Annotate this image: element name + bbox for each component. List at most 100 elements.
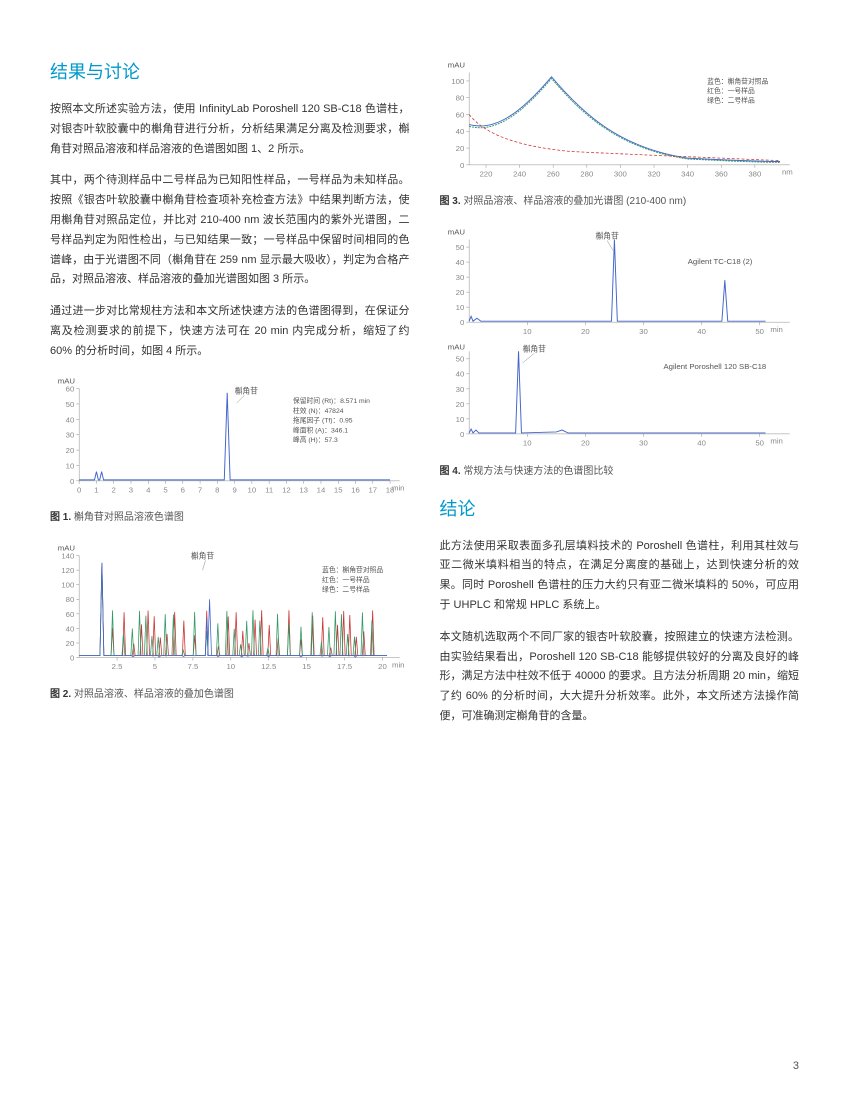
svg-text:0: 0 — [77, 485, 82, 494]
svg-text:15: 15 — [302, 662, 311, 671]
svg-text:20: 20 — [66, 639, 75, 648]
conclusion-p2: 本文随机选取两个不同厂家的银杏叶软胶囊，按照建立的快速方法检测。由实验结果看出，… — [440, 628, 800, 727]
figure-2: mAU 020406080100120140 2.557.51012.51517… — [50, 541, 410, 677]
svg-text:40: 40 — [455, 127, 464, 136]
svg-text:7: 7 — [198, 485, 202, 494]
results-heading: 结果与讨论 — [50, 58, 410, 84]
results-p1: 按照本文所述实验方法，使用 InfinityLab Poroshell 120 … — [50, 100, 410, 159]
svg-text:0: 0 — [459, 161, 464, 170]
svg-text:340: 340 — [681, 170, 695, 179]
svg-text:100: 100 — [61, 580, 75, 589]
svg-text:4: 4 — [146, 485, 151, 494]
svg-text:40: 40 — [455, 370, 464, 379]
conclusion-heading: 结论 — [440, 495, 800, 521]
svg-text:红色：一号样品: 红色：一号样品 — [707, 86, 755, 95]
svg-text:保留时间 (Rt)：8.571 min: 保留时间 (Rt)：8.571 min — [293, 396, 370, 405]
fig4a-x-unit: min — [770, 325, 783, 334]
svg-text:60: 60 — [66, 610, 75, 619]
results-p3: 通过进一步对比常规柱方法和本文所述快速方法的色谱图得到，在保证分离及检测要求的前… — [50, 302, 410, 361]
svg-text:0: 0 — [70, 653, 75, 662]
svg-text:140: 140 — [61, 551, 75, 560]
svg-text:17.5: 17.5 — [337, 662, 352, 671]
svg-text:50: 50 — [755, 439, 764, 448]
svg-text:50: 50 — [455, 243, 464, 252]
svg-text:0: 0 — [459, 318, 464, 327]
fig4-y-unit-1: mAU — [447, 228, 465, 237]
results-p2: 其中，两个待测样品中二号样品为已知阳性样品，一号样品为未知样品。按照《银杏叶软胶… — [50, 171, 410, 290]
svg-text:40: 40 — [697, 327, 706, 336]
fig4b-panel-label: Agilent Poroshell 120 SB-C18 — [663, 362, 766, 371]
svg-text:10: 10 — [248, 485, 257, 494]
svg-text:绿色：二号样品: 绿色：二号样品 — [707, 96, 755, 105]
figure-2-caption: 图 2. 对照品溶液、样品溶液的叠加色谱图 — [50, 685, 410, 700]
svg-text:120: 120 — [61, 566, 75, 575]
svg-text:绿色：二号样品: 绿色：二号样品 — [322, 584, 370, 593]
figure-1-caption: 图 1. 槲角苷对照品溶液色谱图 — [50, 508, 410, 523]
svg-text:80: 80 — [455, 94, 464, 103]
fig3-legend: 蓝色：槲角苷对照品红色：一号样品绿色：二号样品 — [707, 76, 768, 104]
svg-text:15: 15 — [334, 485, 343, 494]
svg-text:1: 1 — [94, 485, 98, 494]
svg-text:10: 10 — [522, 439, 531, 448]
fig4b-x-unit: min — [770, 437, 783, 446]
svg-text:柱效 (N)：47824: 柱效 (N)：47824 — [293, 405, 344, 414]
fig4b-peak-label: 槲角苷 — [522, 344, 546, 354]
svg-text:3: 3 — [129, 485, 133, 494]
svg-text:5: 5 — [153, 662, 157, 671]
svg-text:17: 17 — [368, 485, 377, 494]
fig4a-peak-label: 槲角苷 — [595, 231, 619, 241]
svg-text:40: 40 — [697, 439, 706, 448]
svg-text:20: 20 — [455, 144, 464, 153]
svg-text:20: 20 — [581, 327, 590, 336]
svg-text:10: 10 — [455, 415, 464, 424]
fig2-x-unit: min — [392, 660, 405, 669]
svg-text:300: 300 — [613, 170, 627, 179]
fig1-peak-label: 槲角苷 — [235, 385, 259, 395]
svg-text:360: 360 — [714, 170, 728, 179]
svg-text:100: 100 — [451, 77, 465, 86]
svg-text:240: 240 — [513, 170, 527, 179]
svg-text:峰高 (H)：57.3: 峰高 (H)：57.3 — [293, 435, 338, 444]
svg-text:拖尾因子 (Tf)：0.95: 拖尾因子 (Tf)：0.95 — [293, 415, 353, 424]
svg-text:20: 20 — [455, 400, 464, 409]
page-number: 3 — [793, 1060, 799, 1072]
fig3-x-unit: nm — [781, 168, 792, 177]
figure-3-caption: 图 3. 对照品溶液、样品溶液的叠加光谱图 (210-400 nm) — [440, 192, 800, 207]
fig4-y-unit-2: mAU — [447, 343, 465, 352]
svg-text:10: 10 — [522, 327, 531, 336]
svg-text:50: 50 — [66, 399, 75, 408]
svg-text:蓝色：槲角苷对照品: 蓝色：槲角苷对照品 — [322, 565, 383, 574]
svg-text:20: 20 — [581, 439, 590, 448]
svg-text:80: 80 — [66, 595, 75, 604]
fig1-annotation: 保留时间 (Rt)：8.571 min柱效 (N)：47824拖尾因子 (Tf)… — [293, 396, 370, 444]
svg-text:10: 10 — [226, 662, 235, 671]
svg-text:2: 2 — [112, 485, 116, 494]
svg-text:40: 40 — [66, 624, 75, 633]
svg-text:20: 20 — [66, 446, 75, 455]
svg-text:60: 60 — [455, 110, 464, 119]
svg-text:50: 50 — [755, 327, 764, 336]
svg-text:220: 220 — [479, 170, 493, 179]
svg-text:9: 9 — [232, 485, 236, 494]
svg-text:30: 30 — [639, 327, 648, 336]
figure-1: mAU 0102030405060 0123456789101112131415… — [50, 374, 410, 500]
svg-text:10: 10 — [455, 303, 464, 312]
svg-text:11: 11 — [265, 485, 273, 494]
svg-text:7.5: 7.5 — [188, 662, 199, 671]
svg-text:13: 13 — [299, 485, 308, 494]
svg-text:红色：一号样品: 红色：一号样品 — [322, 575, 370, 584]
svg-text:蓝色：槲角苷对照品: 蓝色：槲角苷对照品 — [707, 76, 768, 85]
fig1-axes: 0102030405060 — [66, 384, 79, 485]
right-column: mAU 020406080100 22024026028030032034036… — [440, 50, 800, 739]
svg-text:6: 6 — [181, 485, 185, 494]
svg-text:20: 20 — [455, 288, 464, 297]
svg-text:12.5: 12.5 — [261, 662, 276, 671]
fig1-trace — [79, 392, 390, 479]
svg-text:40: 40 — [455, 258, 464, 267]
svg-text:280: 280 — [580, 170, 594, 179]
svg-text:40: 40 — [66, 415, 75, 424]
svg-text:10: 10 — [66, 461, 75, 470]
svg-text:380: 380 — [748, 170, 762, 179]
fig4a-panel-label: Agilent TC-C18 (2) — [687, 257, 752, 266]
figure-4: mAU 01020304050 1020304050 槲角苷 Agilent T… — [440, 225, 800, 453]
